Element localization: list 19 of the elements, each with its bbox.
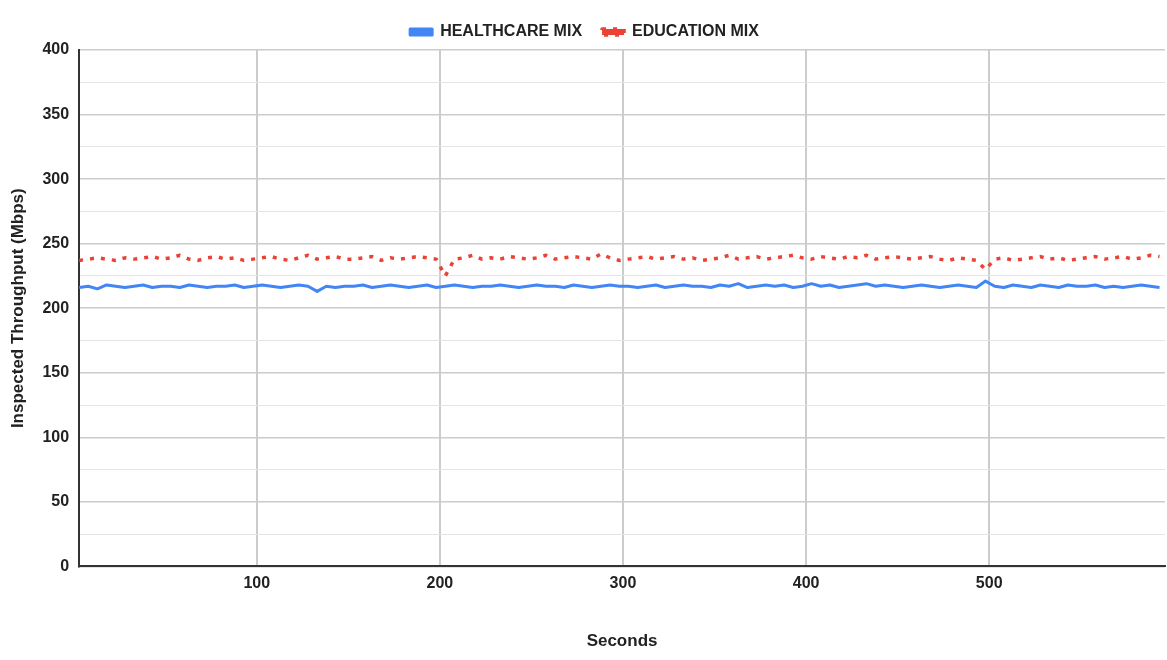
y-tick-label: 400 (42, 40, 70, 58)
x-tick-label: 100 (243, 574, 271, 592)
x-tick-label: 500 (975, 574, 1003, 592)
y-tick-label: 0 (60, 556, 70, 574)
y-tick-label: 250 (42, 234, 70, 252)
y-tick-label: 100 (42, 427, 70, 445)
y-tick-label: 200 (42, 298, 70, 316)
x-axis-title: Seconds (586, 631, 658, 651)
line-series (79, 252, 1162, 278)
y-tick-label: 350 (42, 104, 70, 122)
y-axis-title: Inspected Throughput (Mbps) (7, 188, 27, 429)
x-tick-label: 400 (792, 574, 820, 592)
y-tick-label: 50 (51, 492, 70, 510)
y-tick-label: 300 (42, 169, 70, 187)
x-tick-label: 300 (609, 574, 637, 592)
x-tick-label: 200 (426, 574, 454, 592)
y-tick-label: 150 (42, 363, 70, 381)
legend-label: EDUCATION MIX (632, 22, 760, 40)
legend-label: HEALTHCARE MIX (440, 22, 583, 40)
